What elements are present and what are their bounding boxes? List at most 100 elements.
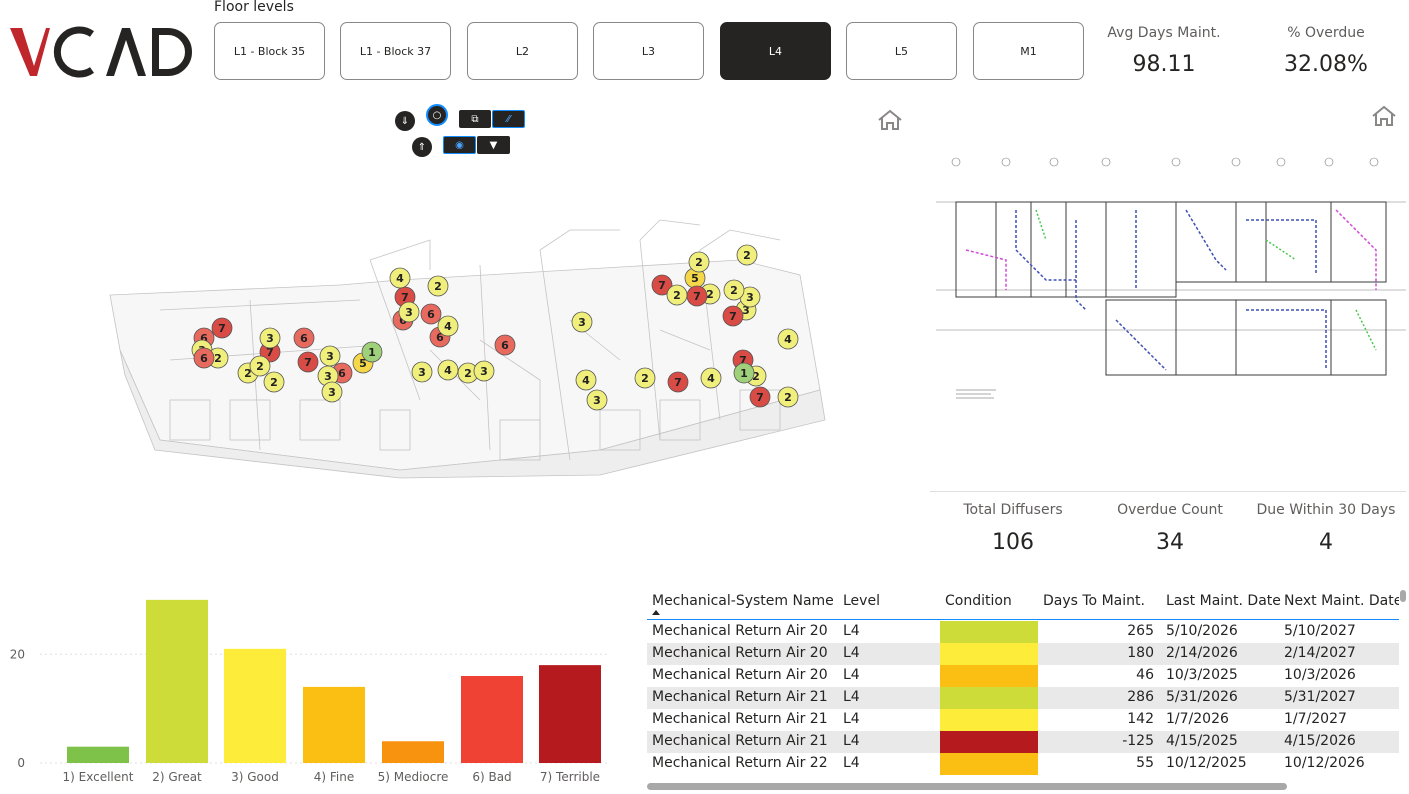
circle-select-icon[interactable]: ○ [426,104,448,126]
diffuser-marker[interactable]: 7 [297,351,319,373]
layers-down-icon[interactable]: ⇓ [395,111,415,131]
diffuser-marker[interactable]: 2 [723,279,745,301]
table-header: Mechanical-System Name Level Condition D… [647,586,1399,620]
condition-swatch [940,665,1038,687]
diffuser-marker[interactable]: 6 [420,303,442,325]
diffuser-marker[interactable]: 6 [293,327,315,349]
overdue-pct-value: 32.08% [1284,52,1368,77]
diffuser-marker[interactable]: 2 [666,284,688,306]
cell-level: L4 [843,755,860,771]
floor-button-l1-block-35[interactable]: L1 - Block 35 [214,22,325,80]
condition-swatch [940,643,1038,665]
cell-level: L4 [843,623,860,639]
cell-last-date: 1/7/2026 [1166,711,1229,727]
diffuser-marker[interactable]: 2 [777,386,799,408]
floor-button-m1[interactable]: M1 [973,22,1084,80]
diffuser-marker[interactable]: 3 [319,345,341,367]
marker-label: 7 [756,391,764,404]
diffuser-marker[interactable]: 4 [437,359,459,381]
table-horizontal-scrollbar[interactable] [647,783,1287,790]
col-next-date-header[interactable]: Next Maint. Date [1284,593,1399,609]
col-last-date-header[interactable]: Last Maint. Date [1166,593,1281,609]
marker-label: 4 [582,374,590,387]
diffuser-marker[interactable]: 1 [733,362,755,384]
diffuser-marker[interactable]: 4 [389,267,411,289]
diffuser-marker[interactable]: 7 [722,305,744,327]
diffuser-marker[interactable]: 2 [634,367,656,389]
col-level-header[interactable]: Level [843,593,880,609]
col-days-header[interactable]: Days To Maint. [1043,593,1145,609]
table-row[interactable]: Mechanical Return Air 20 L4 46 10/3/2025 10/… [647,665,1399,687]
floor-button-l3[interactable]: L3 [593,22,704,80]
table-row[interactable]: Mechanical Return Air 21 L4 142 1/7/2026 1/7… [647,709,1399,731]
diffuser-marker[interactable]: 4 [575,369,597,391]
marker-label: 4 [444,320,452,333]
home-icon[interactable] [877,109,903,131]
filter-icon[interactable]: ▼ [477,136,510,154]
floor-button-l4[interactable]: L4 [720,22,831,80]
y-tick-label: 20 [10,647,25,661]
diffuser-marker[interactable]: 6 [193,347,215,369]
hatch-icon[interactable]: ⁄⁄ [492,110,525,128]
plan-home-icon[interactable] [1371,105,1397,127]
diffuser-marker[interactable]: 3 [411,361,433,383]
layers-up-icon[interactable]: ⇑ [412,137,432,157]
floor-button-l5[interactable]: L5 [846,22,957,80]
diffuser-marker[interactable]: 2 [427,275,449,297]
diffuser-marker[interactable]: 3 [473,360,495,382]
diffuser-marker[interactable]: 2 [688,251,710,273]
diffuser-marker[interactable]: 3 [398,301,420,323]
sort-asc-icon [652,610,660,615]
cell-level: L4 [843,733,860,749]
diffuser-marker[interactable]: 3 [321,381,343,403]
table-row[interactable]: Mechanical Return Air 20 L4 265 5/10/2026 5/… [647,621,1399,643]
cell-days: 265 [1127,623,1154,639]
x-tick-label: 5) Mediocre [378,770,449,784]
diffuser-marker[interactable]: 6 [494,334,516,356]
diffuser-marker[interactable]: 1 [361,341,383,363]
marker-label: 2 [256,360,264,373]
diffuser-marker[interactable]: 2 [263,371,285,393]
marker-label: 2 [752,370,760,383]
x-tick-label: 3) Good [231,770,279,784]
diffuser-marker[interactable]: 4 [437,315,459,337]
diffuser-marker[interactable]: 7 [749,386,771,408]
marker-label: 3 [746,291,754,304]
marker-label: 7 [658,279,666,292]
floor-button-l2[interactable]: L2 [467,22,578,80]
total-diffusers-value: 106 [992,530,1034,555]
diffuser-marker[interactable]: 7 [686,285,708,307]
table-row[interactable]: Mechanical Return Air 22 L4 55 10/12/2025 10… [647,753,1399,775]
due-30-days-label: Due Within 30 Days [1256,502,1396,518]
building-3d-model[interactable]: 6732676533316273226742366434236343274753… [100,100,920,490]
marker-label: 5 [359,357,367,370]
diffuser-marker[interactable]: 4 [700,367,722,389]
table-vertical-scrollbar[interactable] [1400,590,1406,602]
bar-1 [67,746,129,763]
floor-plan-2d[interactable] [936,150,1406,410]
diffuser-marker[interactable]: 3 [571,311,593,333]
maintenance-table: Mechanical-System Name Level Condition D… [647,586,1399,786]
diffuser-marker[interactable]: 2 [457,362,479,384]
diffuser-marker[interactable]: 2 [249,355,271,377]
col-name-header[interactable]: Mechanical-System Name [652,593,834,609]
marker-label: 3 [578,316,586,329]
diffuser-marker[interactable]: 7 [651,274,673,296]
diffuser-marker[interactable]: 7 [667,371,689,393]
table-row[interactable]: Mechanical Return Air 21 L4 -125 4/15/2025 4… [647,731,1399,753]
diffuser-marker[interactable]: 3 [586,389,608,411]
table-row[interactable]: Mechanical Return Air 20 L4 180 2/14/2026 2/… [647,643,1399,665]
table-row[interactable]: Mechanical Return Air 21 L4 286 5/31/2026 5/… [647,687,1399,709]
col-condition-header[interactable]: Condition [945,593,1012,609]
target-icon[interactable]: ◉ [443,136,476,154]
overdue-pct-label: % Overdue [1287,25,1365,41]
diffuser-marker[interactable]: 2 [736,244,758,266]
diffuser-marker[interactable]: 3 [259,327,281,349]
marker-label: 2 [695,256,703,269]
marker-label: 5 [691,272,699,285]
copy-icon[interactable]: ⧉ [459,110,491,128]
floor-button-l1-block-37[interactable]: L1 - Block 37 [340,22,451,80]
diffuser-marker[interactable]: 7 [211,317,233,339]
marker-label: 3 [328,386,336,399]
diffuser-marker[interactable]: 4 [777,328,799,350]
